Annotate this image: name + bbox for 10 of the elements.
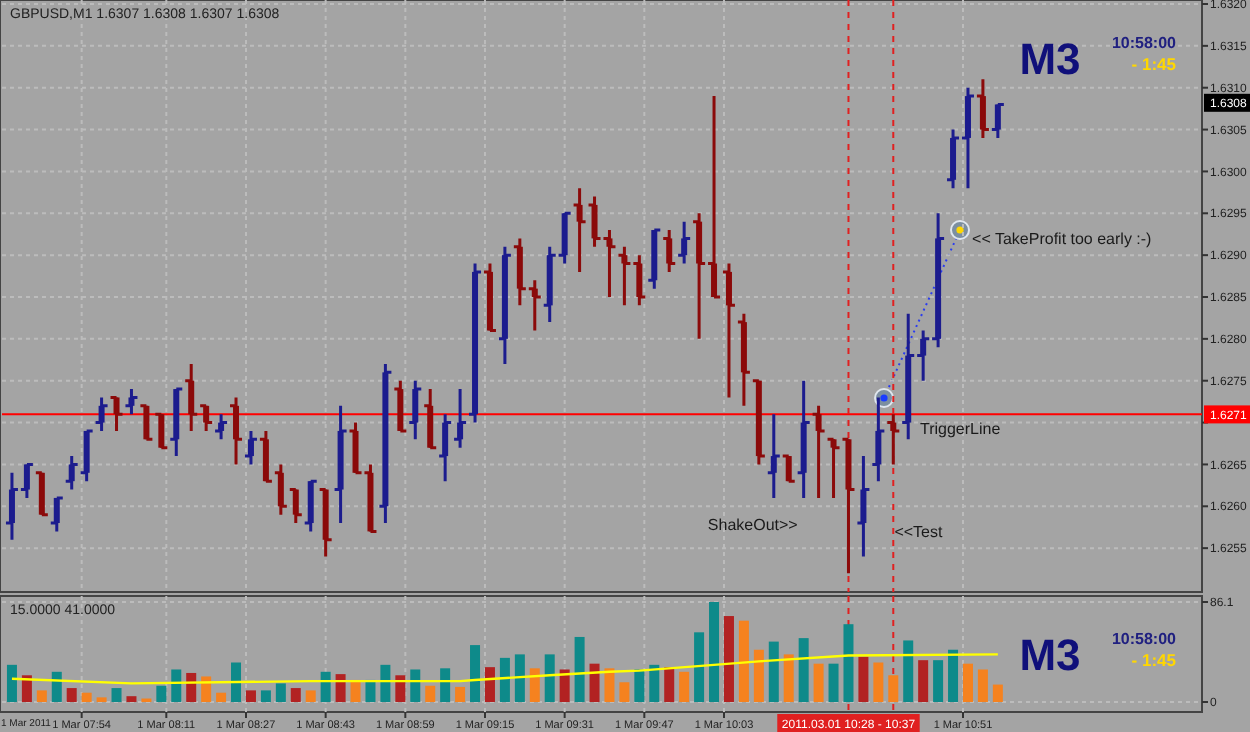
annotation: 10:58:00 bbox=[1111, 34, 1178, 52]
annotation: M3 bbox=[1019, 34, 1081, 84]
annotation: - 1:45 bbox=[1131, 54, 1177, 74]
annotation: M3 bbox=[1019, 630, 1081, 680]
annotation: <<Test bbox=[894, 522, 944, 541]
annotation: 10:58:00 bbox=[1111, 630, 1178, 648]
annotation: << TakeProfit too early :-) bbox=[972, 230, 1153, 249]
annotation: - 1:45 bbox=[1131, 650, 1177, 670]
ref-line-label: TriggerLine bbox=[920, 420, 1002, 439]
annotation: ShakeOut>> bbox=[707, 515, 799, 534]
